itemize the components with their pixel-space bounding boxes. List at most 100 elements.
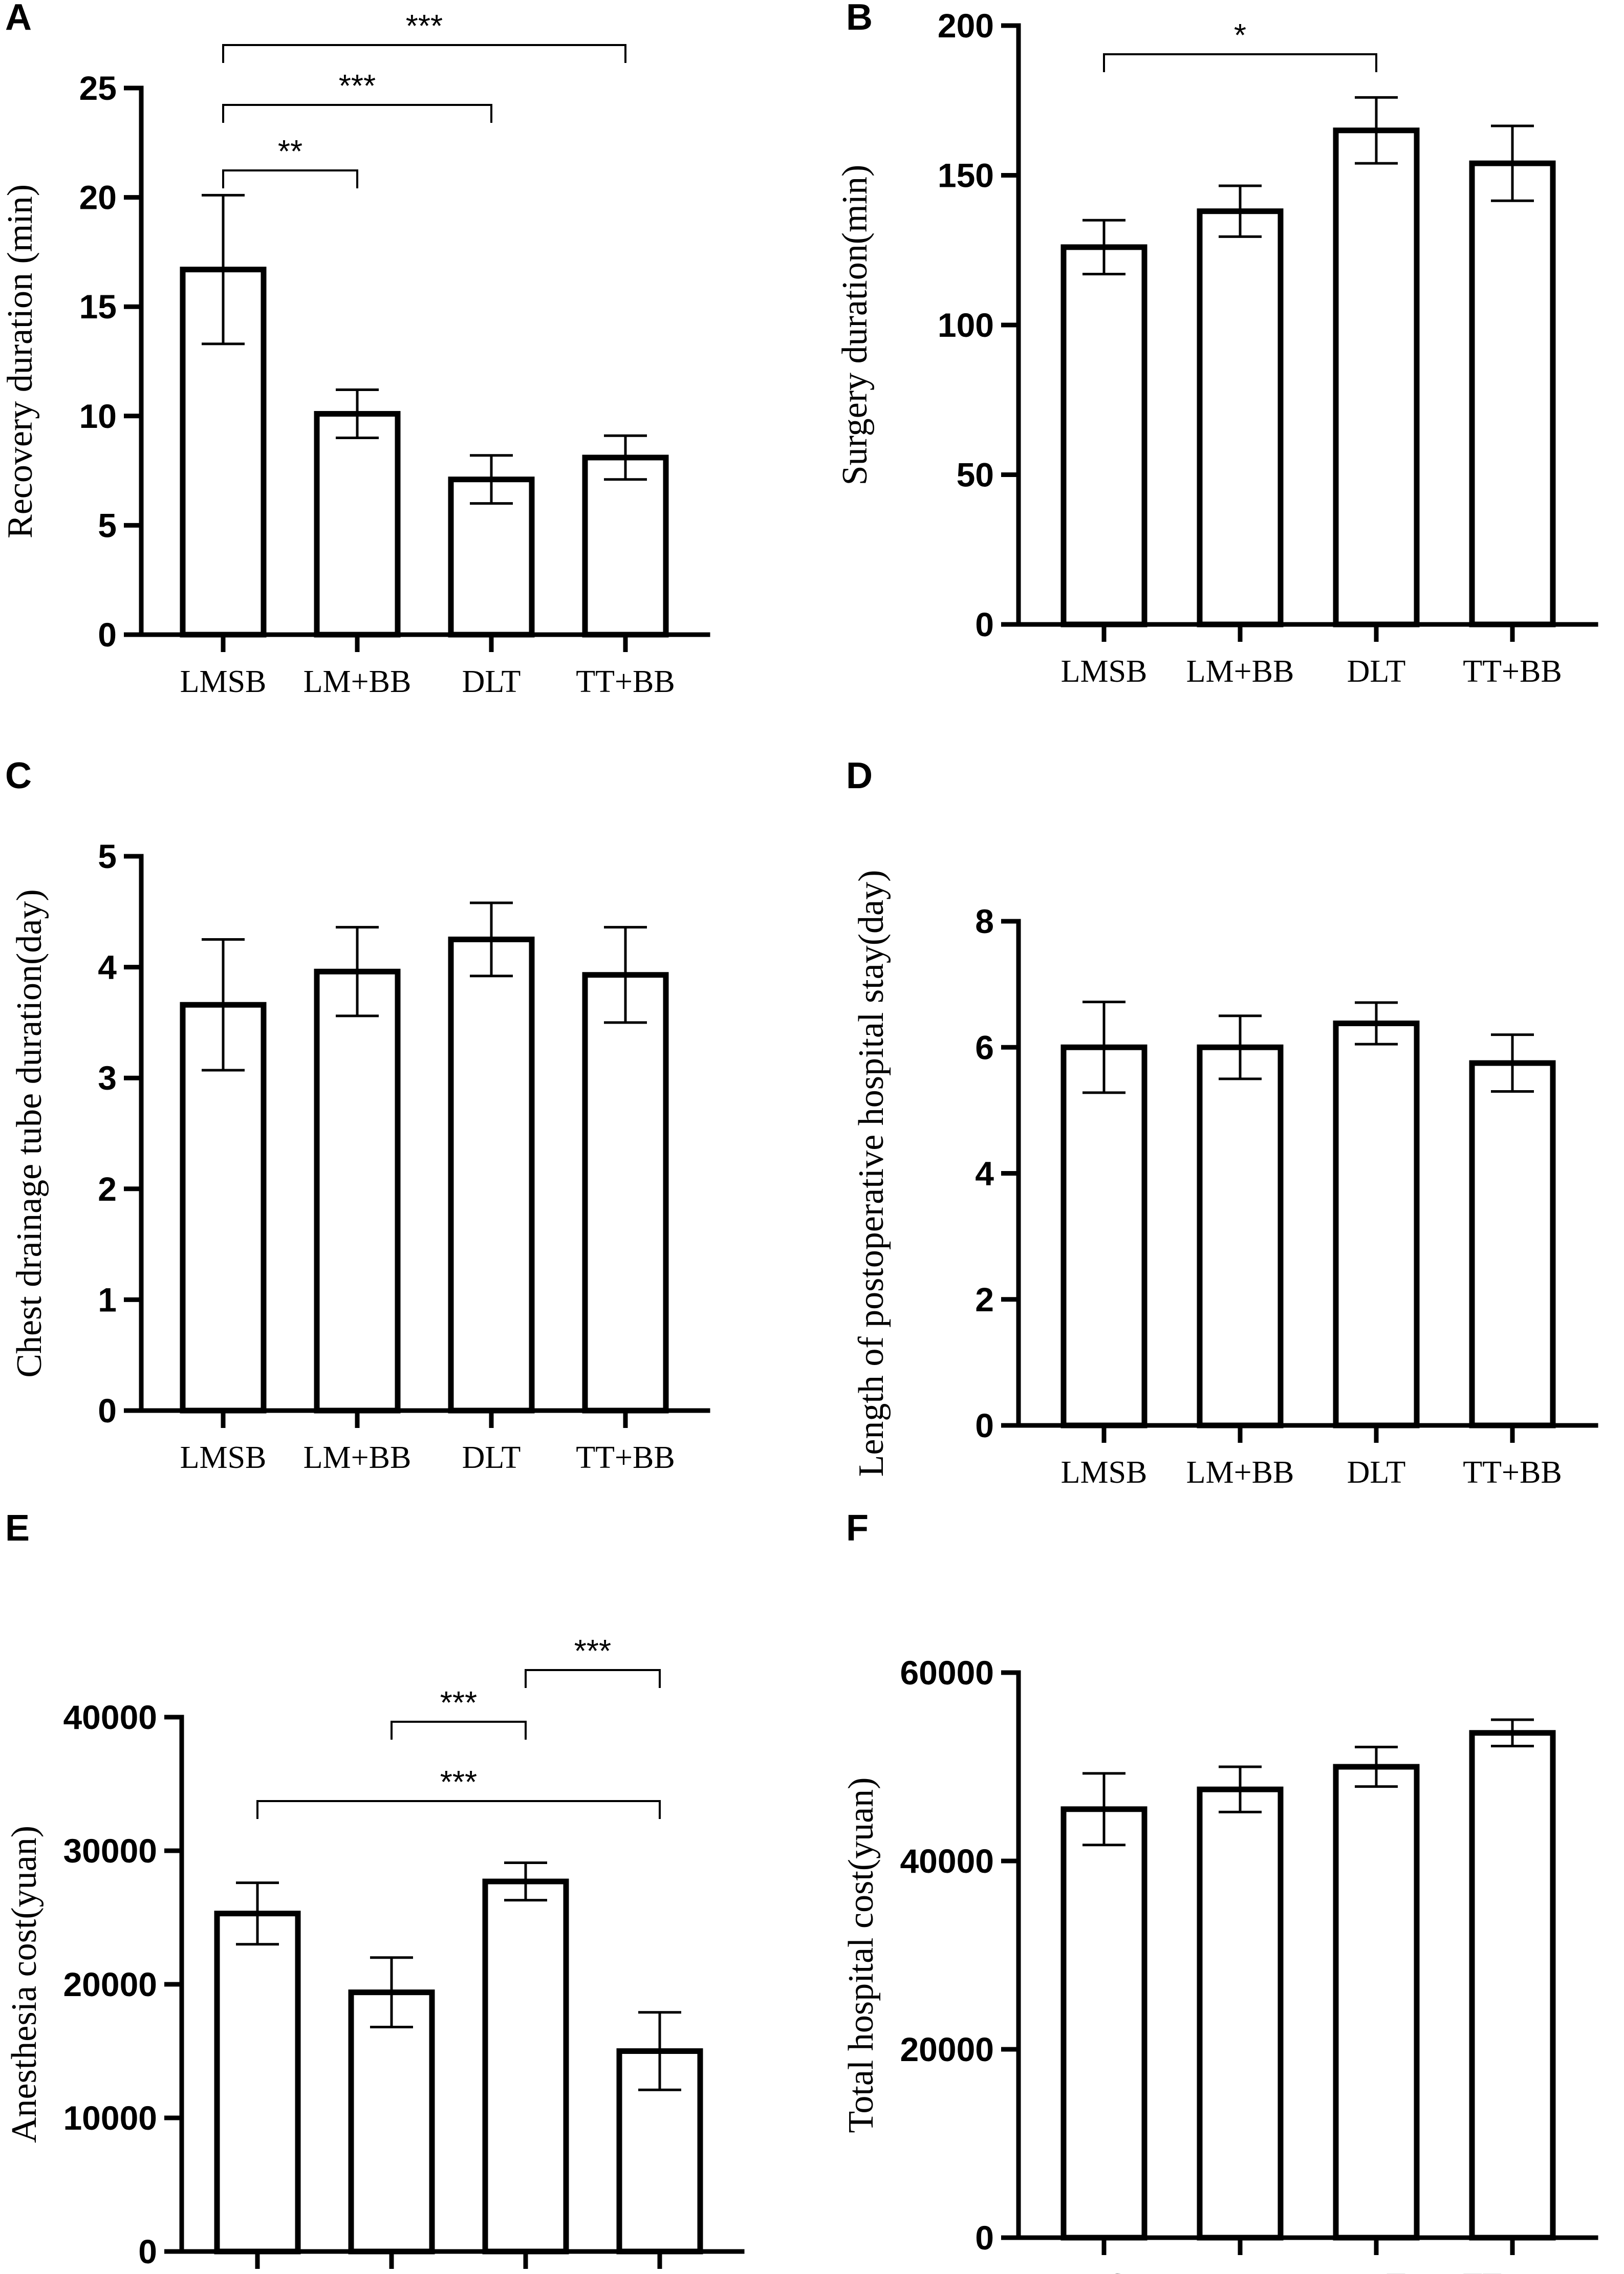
y-tick-label: 0 [975, 605, 994, 643]
x-tick-label: DLT [1347, 1455, 1406, 1490]
bar [1469, 1060, 1556, 1428]
y-axis-label: Total hospital cost(yuan) [841, 1778, 881, 2133]
x-tick-label: TT+BB [576, 1440, 675, 1475]
bar [1469, 1730, 1556, 2241]
panel-letter: E [5, 1508, 30, 1549]
panel-letter: C [5, 755, 32, 796]
x-tick-label: TT+BB [1463, 654, 1562, 689]
y-axis-label: Chest drainage tube duration(day) [10, 889, 49, 1377]
x-tick-label: LM+BB [1186, 2267, 1294, 2274]
y-tick-label: 30000 [63, 1832, 157, 1870]
y-tick-label: 0 [975, 1406, 994, 1444]
panel-letter: D [846, 755, 873, 796]
bar [448, 936, 535, 1414]
y-axis-label: Surgery duration(min) [835, 165, 875, 486]
bar [1197, 1786, 1284, 2241]
y-tick-label: 5 [98, 506, 117, 544]
panel-letter: B [846, 0, 873, 38]
bar [1060, 1044, 1147, 1428]
y-tick-label: 200 [938, 7, 994, 45]
panel-a: A 0 5 10 15 20 25 LMSB LM+BB DLT TT+BB Recovery dur… [1, 0, 710, 699]
y-axis-label: Length of postoperative hospital stay(da… [852, 870, 891, 1477]
significance-bracket [391, 1721, 527, 1740]
bar [1060, 244, 1147, 627]
bar [1469, 160, 1556, 627]
significance-label: *** [440, 1765, 477, 1800]
bar [582, 972, 669, 1414]
x-tick-label: TT+BB [1463, 2267, 1562, 2274]
x-tick-label: LMSB [1061, 2267, 1147, 2274]
bar [448, 477, 535, 638]
y-tick-label: 50 [957, 456, 994, 494]
significance-bracket [222, 44, 626, 63]
x-tick-label: LMSB [1061, 654, 1147, 689]
y-tick-label: 6 [975, 1028, 994, 1066]
significance-label: ** [278, 134, 302, 169]
panel-d: D 0 2 4 6 8 LMSB LM+BB DLT TT+BB Length of postope… [846, 755, 1598, 1490]
y-tick-label: 60000 [900, 1654, 994, 1692]
y-tick-label: 25 [79, 69, 117, 107]
y-tick-label: 10 [79, 397, 117, 435]
bar [1333, 1020, 1420, 1428]
panel-letter: A [5, 0, 32, 38]
panel-f: F 0 20000 40000 60000 LMSB LM+BB DLT TT+BB Total … [841, 1508, 1598, 2274]
y-tick-label: 100 [938, 306, 994, 344]
y-axis-label: Recovery duration (min) [1, 184, 40, 538]
panel-e: E010000200003000040000LMSBLM+BBDLTTT+BBA… [5, 1508, 745, 2270]
y-tick-label: 0 [98, 1392, 117, 1430]
significance-bracket [256, 1800, 661, 1819]
y-tick-label: 1 [98, 1281, 117, 1318]
panel-c: C 0 1 2 3 4 5 LMSB LM+BB DLT TT+BB Chest drainage t… [5, 755, 710, 1475]
bar [214, 1911, 301, 2255]
y-tick-label: 0 [98, 616, 117, 654]
x-tick-label: LM+BB [304, 1440, 412, 1475]
y-tick-label: 15 [79, 288, 117, 326]
x-tick-label: LM+BB [304, 664, 412, 699]
x-tick-label: DLT [1347, 654, 1406, 689]
significance-label: *** [574, 1634, 611, 1669]
x-tick-label: DLT [462, 1440, 521, 1475]
significance-label: *** [339, 69, 376, 104]
y-axis-label: Anesthesia cost(yuan) [5, 1826, 44, 2143]
significance-label: *** [440, 1685, 477, 1721]
x-tick-label: TT+BB [1463, 1455, 1562, 1490]
y-tick-label: 40000 [900, 1842, 994, 1880]
bar [1060, 1806, 1147, 2241]
significance-bracket [525, 1669, 661, 1688]
y-tick-label: 20 [79, 179, 117, 216]
bar [1333, 1764, 1420, 2241]
y-tick-label: 8 [975, 902, 994, 940]
x-tick-label: LM+BB [1186, 1455, 1294, 1490]
x-tick-label: LMSB [180, 664, 267, 699]
bar [1197, 208, 1284, 627]
x-tick-label: LM+BB [1186, 654, 1294, 689]
y-tick-label: 20000 [900, 2030, 994, 2068]
y-tick-label: 3 [98, 1059, 117, 1097]
y-tick-label: 2 [975, 1281, 994, 1318]
y-tick-label: 2 [98, 1170, 117, 1208]
y-tick-label: 4 [98, 948, 117, 986]
x-tick-label: LMSB [180, 1440, 267, 1475]
x-tick-label: LMSB [1061, 1455, 1147, 1490]
x-tick-label: TT+BB [576, 664, 675, 699]
panel-b: B 0 50 100 150 200 LMSB LM+BB DLT TT+BB Surgery du… [835, 0, 1598, 689]
bar [348, 1989, 435, 2255]
bar [582, 454, 669, 638]
panel-letter: F [846, 1508, 869, 1549]
y-tick-label: 40000 [63, 1698, 157, 1736]
bar [314, 411, 401, 638]
significance-bracket [1103, 53, 1377, 72]
significance-bracket [222, 169, 358, 188]
y-tick-label: 4 [975, 1155, 994, 1193]
y-tick-label: 5 [98, 837, 117, 875]
bar [1333, 127, 1420, 627]
y-tick-label: 20000 [63, 1965, 157, 2003]
y-tick-label: 0 [138, 2233, 157, 2270]
y-tick-label: 150 [938, 157, 994, 194]
bar [1197, 1044, 1284, 1428]
x-tick-label: DLT [1347, 2267, 1406, 2274]
y-tick-label: 0 [975, 2219, 994, 2257]
significance-label: *** [406, 9, 443, 44]
bar [314, 968, 401, 1414]
